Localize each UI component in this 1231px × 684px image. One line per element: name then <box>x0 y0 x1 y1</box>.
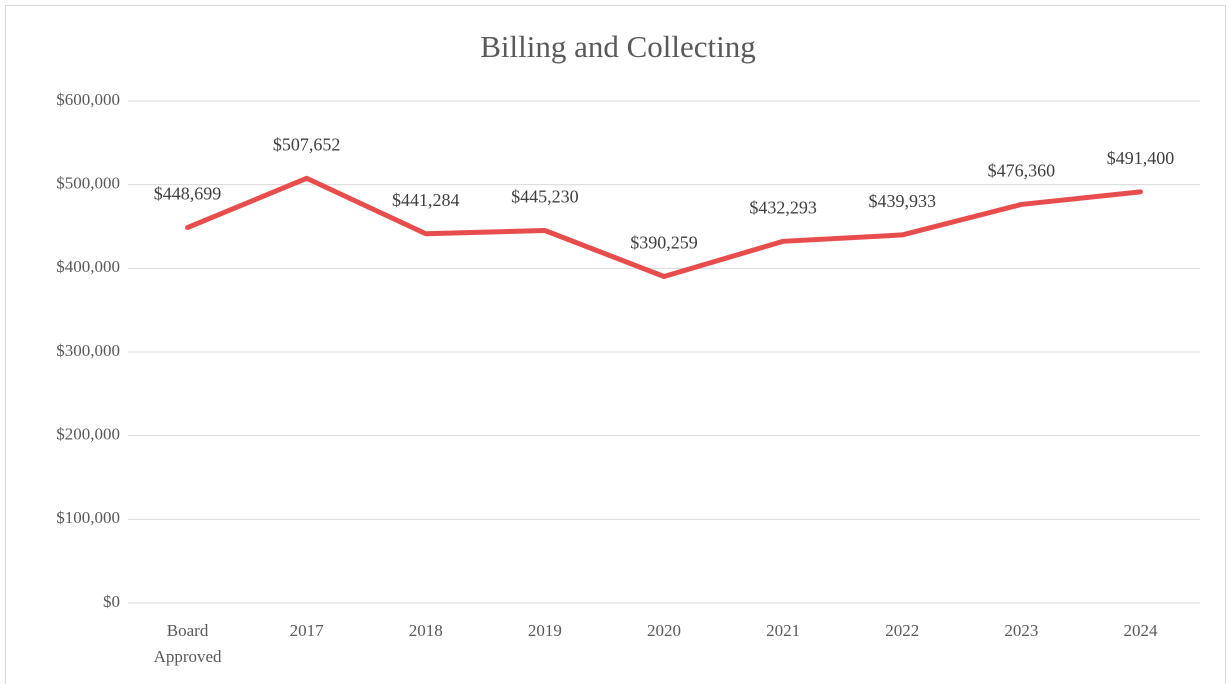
chart-title: Billing and Collecting <box>480 29 756 64</box>
y-tick-label: $0 <box>103 592 120 611</box>
x-tick-label: 2019 <box>528 621 562 640</box>
data-label: $441,284 <box>392 190 460 210</box>
data-label: $507,652 <box>273 134 341 154</box>
y-tick-label: $400,000 <box>56 257 120 276</box>
y-tick-label: $600,000 <box>56 90 120 109</box>
x-tick-label: 2023 <box>1004 621 1038 640</box>
data-label: $432,293 <box>749 197 817 217</box>
y-tick-label: $300,000 <box>56 341 120 360</box>
x-tick-label: 2020 <box>647 621 681 640</box>
data-label: $439,933 <box>868 191 936 211</box>
line <box>185 175 1143 279</box>
data-label: $491,400 <box>1107 148 1175 168</box>
x-tick-label: 2021 <box>766 621 800 640</box>
y-tick-label: $500,000 <box>56 174 120 193</box>
data-label: $448,699 <box>154 184 222 204</box>
x-tick-label: 2018 <box>409 621 443 640</box>
data-label: $476,360 <box>988 161 1056 181</box>
x-tick-label: 2017 <box>290 621 325 640</box>
y-tick-label: $100,000 <box>56 508 120 527</box>
data-label: $390,259 <box>630 233 698 253</box>
y-tick-label: $200,000 <box>56 425 120 444</box>
data-label: $445,230 <box>511 187 579 207</box>
x-tick-label: Board Approved <box>154 621 222 666</box>
x-tick-label: 2022 <box>885 621 919 640</box>
x-tick-label: 2024 <box>1123 621 1158 640</box>
chart-border <box>5 5 1226 684</box>
